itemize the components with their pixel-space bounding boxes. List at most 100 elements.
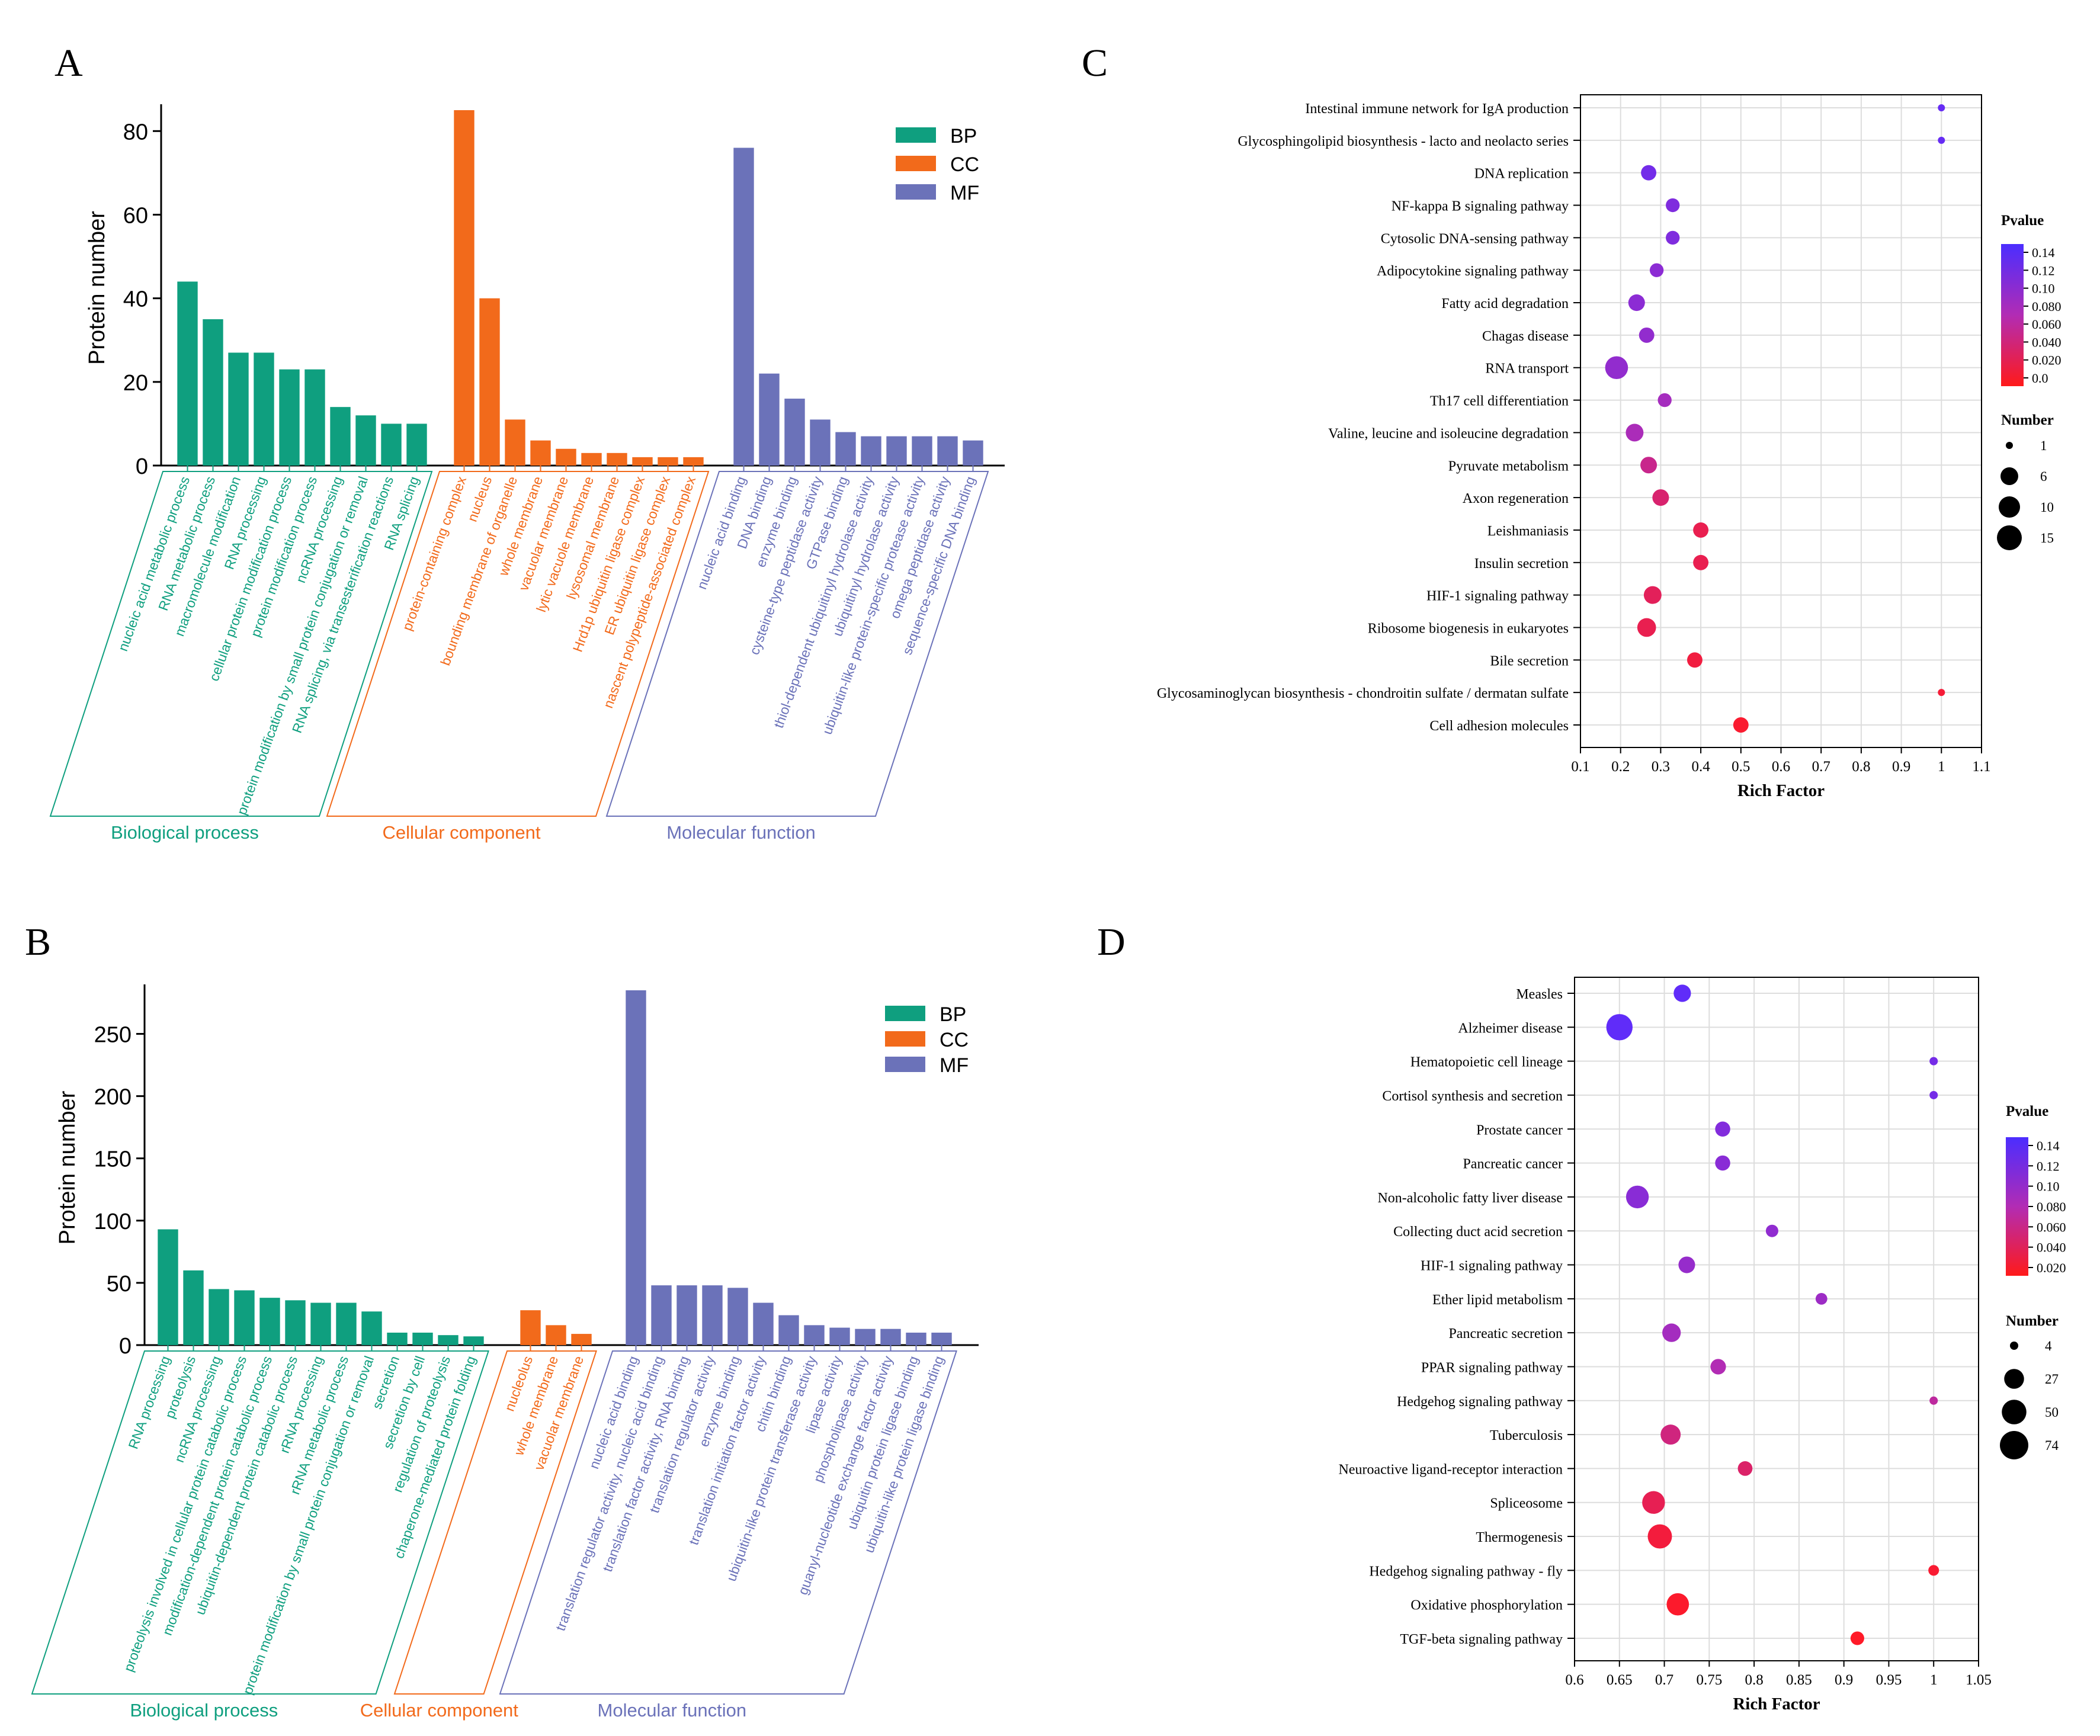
pvalue-colorbar	[2006, 1137, 2028, 1276]
x-tick-label: 0.7	[1812, 759, 1830, 775]
data-point	[1626, 423, 1644, 442]
term-label: Oxidative phosphorylation	[1410, 1598, 1563, 1613]
x-tick-label: 0.7	[1655, 1672, 1673, 1688]
y-tick-label: 80	[123, 120, 148, 145]
size-legend-label: 74	[2045, 1438, 2059, 1453]
data-point	[1652, 489, 1669, 506]
group-label: Biological process	[111, 822, 259, 843]
size-legend-dot	[2004, 1369, 2024, 1389]
term-label: Hedgehog signaling pathway - fly	[1369, 1564, 1563, 1579]
x-tick-label: 0.1	[1571, 759, 1589, 775]
bar-bp	[355, 415, 376, 466]
bar-cc	[546, 1325, 566, 1345]
dot-chart-D: 0.6 0.65 0.7 0.75 0.8 0.85 0.9 0.95 1 1.05 Rich Fa…	[1339, 977, 2066, 1713]
y-axis-label: Protein number	[55, 1090, 80, 1244]
pvalue-colorbar	[2001, 244, 2024, 386]
colorbar-tick-label: 0.12	[2032, 263, 2055, 278]
data-point	[1693, 522, 1709, 538]
data-point	[1938, 689, 1945, 697]
bar-mf	[931, 1332, 952, 1345]
bar-cc	[632, 457, 653, 466]
bar-mf	[733, 147, 754, 466]
legend-label-cc: CC	[950, 153, 979, 176]
term-label: Fatty acid degradation	[1441, 296, 1569, 312]
bar-cc	[571, 1334, 592, 1345]
group-label: Molecular function	[666, 822, 816, 843]
bar-mf	[855, 1329, 876, 1345]
term-label: Prostate cancer	[1476, 1122, 1563, 1138]
size-legend-label: 10	[2040, 500, 2054, 515]
bar-mf	[784, 399, 805, 466]
bar-cc	[505, 419, 525, 466]
y-tick-label: 0	[136, 454, 148, 479]
term-label: Pancreatic cancer	[1463, 1157, 1563, 1172]
size-legend-dot	[1998, 496, 2021, 518]
x-tick-label: 0.6	[1565, 1672, 1583, 1688]
y-tick-label: 20	[123, 371, 148, 396]
pvalue-legend-title: Pvalue	[2001, 213, 2044, 229]
x-tick-label: 1	[1938, 759, 1945, 775]
bar-cc	[556, 448, 576, 466]
bar-bp	[361, 1311, 382, 1345]
panel-label-D: D	[1097, 920, 1126, 964]
data-point	[1928, 1565, 1939, 1576]
number-legend-title: Number	[2006, 1313, 2059, 1329]
x-tick-label: 1.05	[1966, 1672, 1992, 1688]
y-tick-label: 40	[123, 287, 148, 312]
x-tick-label: 0.85	[1786, 1672, 1812, 1688]
bar-cc	[530, 440, 551, 466]
bar-mf	[651, 1285, 672, 1345]
number-legend-title: Number	[2001, 412, 2054, 428]
term-label: HIF-1 signaling pathway	[1426, 589, 1569, 604]
data-point	[1626, 1185, 1649, 1209]
group-bracket	[326, 471, 710, 817]
bar-bp	[228, 352, 249, 466]
y-tick-label: 250	[94, 1023, 132, 1048]
y-tick-label: 150	[94, 1147, 132, 1172]
data-point	[1641, 165, 1657, 181]
data-point	[1938, 136, 1945, 144]
term-label: Pancreatic secretion	[1448, 1326, 1563, 1342]
bar-bp	[209, 1289, 229, 1345]
colorbar-tick-label: 0.10	[2037, 1179, 2060, 1194]
bar-mf	[861, 436, 881, 466]
bar-bp	[438, 1335, 459, 1345]
size-legend-label: 1	[2040, 438, 2047, 453]
group-bracket	[605, 471, 989, 817]
term-label: TGF-beta signaling pathway	[1400, 1632, 1563, 1647]
legend-swatch-bp	[896, 127, 936, 143]
y-tick-label: 200	[94, 1085, 132, 1110]
pvalue-legend-title: Pvalue	[2006, 1103, 2048, 1119]
legend-swatch-mf	[885, 1057, 925, 1072]
term-label: Glycosaminoglycan biosynthesis - chondro…	[1157, 686, 1569, 701]
bar-bp	[254, 352, 274, 466]
y-tick-label: 100	[94, 1209, 132, 1234]
term-label: Th17 cell differentiation	[1430, 394, 1569, 409]
term-label: HIF-1 signaling pathway	[1421, 1259, 1563, 1274]
colorbar-tick-label: 0.0	[2032, 371, 2048, 386]
term-label: Spliceosome	[1490, 1496, 1563, 1512]
data-point	[1678, 1256, 1695, 1273]
dot-chart-C: 0.1 0.2 0.3 0.4 0.5 0.6 0.7 0.8 0.9 1 1.1 Rich Fact…	[1157, 94, 2061, 800]
bar-mf	[810, 419, 831, 466]
data-point	[1929, 1396, 1938, 1405]
data-point	[1637, 618, 1656, 637]
bar-bp	[381, 423, 402, 466]
y-tick-label: 0	[119, 1334, 132, 1359]
group-label: Cellular component	[382, 822, 540, 843]
term-label: Axon regeneration	[1463, 491, 1569, 506]
x-tick-label: 0.75	[1696, 1672, 1722, 1688]
size-legend-dot	[2002, 1400, 2027, 1424]
bar-bp	[285, 1300, 306, 1345]
data-point	[1737, 1461, 1753, 1476]
data-point	[1649, 263, 1664, 277]
size-legend-dot	[2000, 467, 2018, 485]
term-label: Cell adhesion molecules	[1429, 718, 1569, 734]
bar-bp	[412, 1332, 433, 1345]
term-label: DNA replication	[1474, 166, 1569, 182]
bar-bp	[203, 319, 223, 466]
colorbar-tick-label: 0.14	[2037, 1138, 2060, 1153]
bar-mf	[886, 436, 907, 466]
term-label: Non-alcoholic fatty liver disease	[1377, 1191, 1563, 1206]
